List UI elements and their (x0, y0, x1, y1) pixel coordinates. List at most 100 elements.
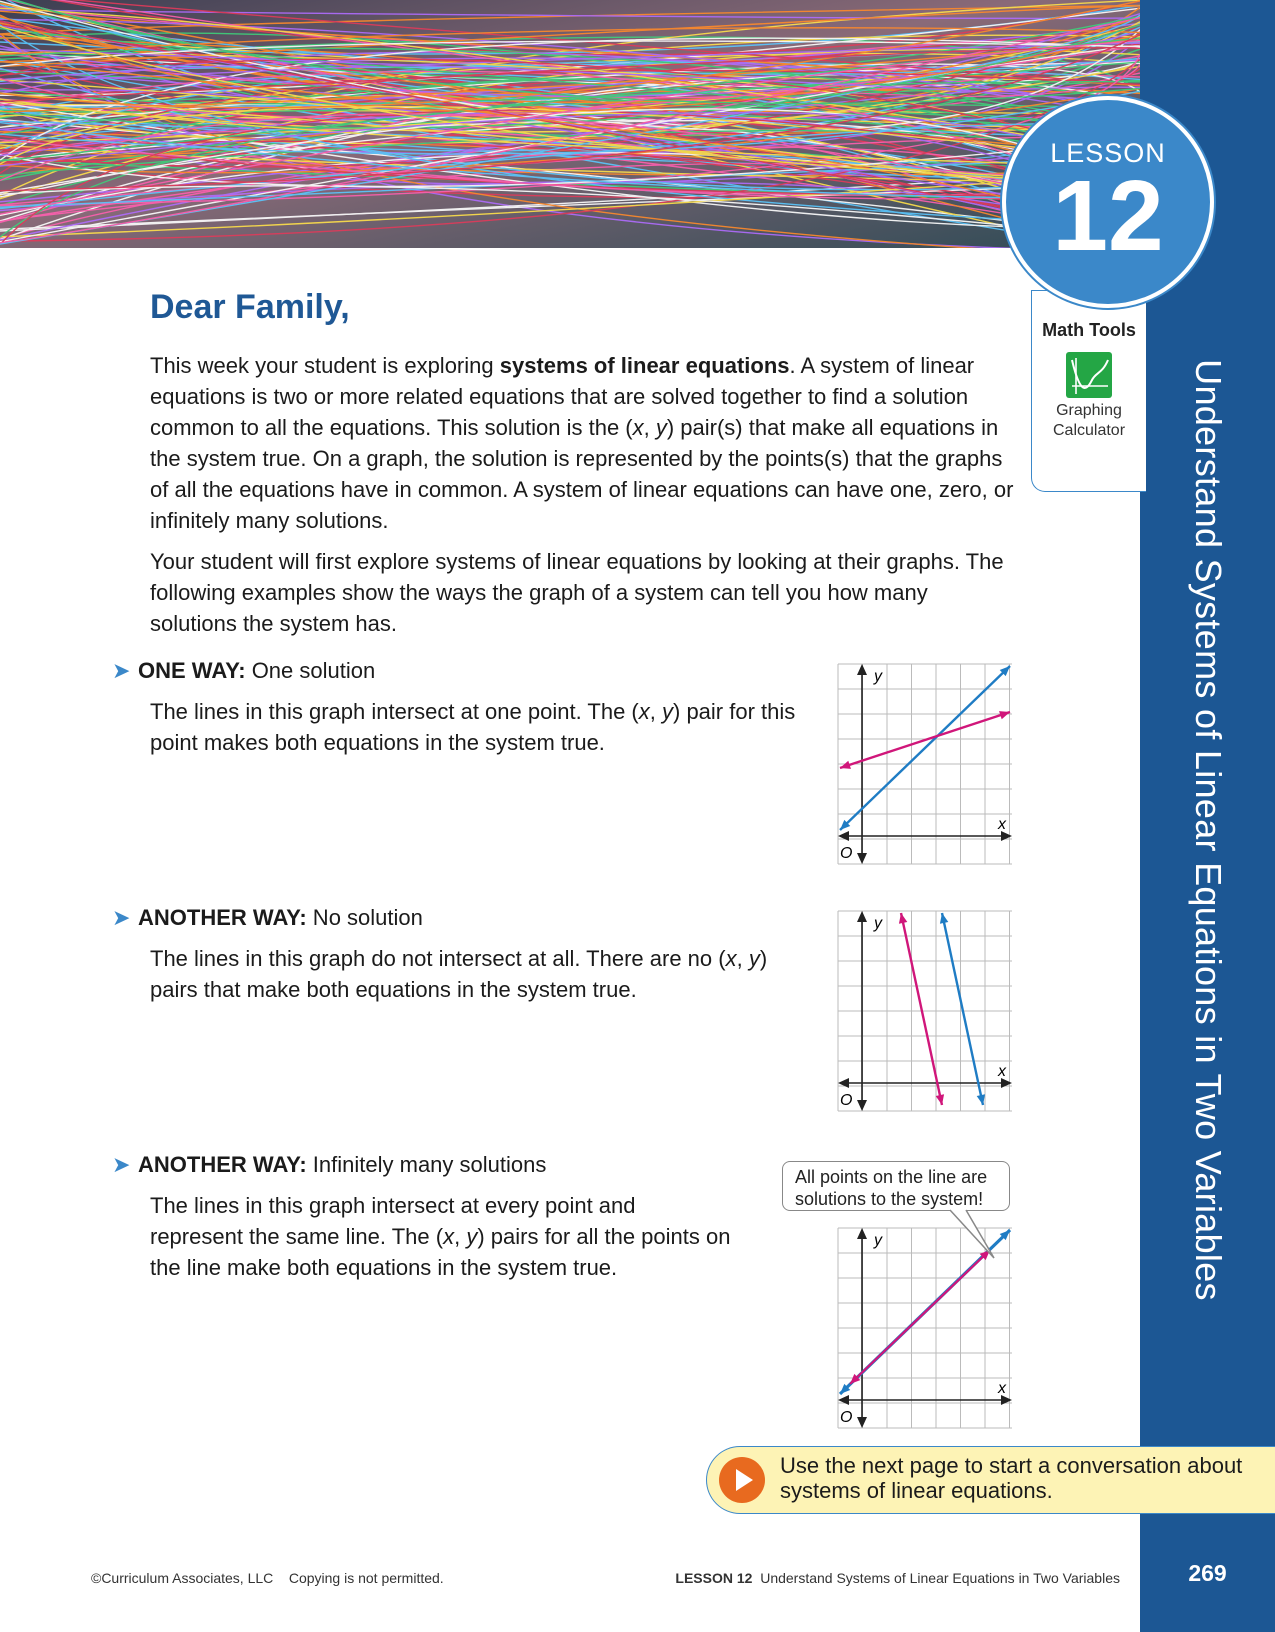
arrowhead (840, 819, 851, 830)
arrowhead (999, 711, 1010, 720)
hero-thread (0, 37, 1140, 162)
graph-one-solution: y x O (837, 663, 1012, 865)
axis-arrowhead (1001, 1078, 1012, 1088)
hero-thread (0, 23, 1140, 144)
magenta-line (899, 912, 944, 1106)
example-infinite-solutions: ➤ ANOTHER WAY: Infinitely many solutions … (112, 1150, 732, 1283)
axis-arrowhead (857, 1228, 867, 1239)
hero-thread (0, 0, 1140, 109)
example-no-solution: ➤ ANOTHER WAY: No solution The lines in t… (112, 903, 812, 1005)
hero-thread (0, 113, 1140, 213)
hero-thread (0, 88, 1140, 174)
footer-copyright: ©Curriculum Associates, LLC Copying is n… (91, 1570, 444, 1586)
origin-label: O (840, 1092, 852, 1109)
greeting-heading: Dear Family, (150, 288, 350, 326)
x-axis-label: x (997, 1380, 1007, 1397)
hero-thread (0, 39, 1140, 215)
arrowhead (898, 913, 908, 924)
hero-thread (0, 40, 1140, 67)
arrow-icon: ➤ (112, 905, 131, 930)
callout-bubble: All points on the line are solutions to … (782, 1161, 1010, 1211)
axis-arrowhead (838, 1078, 849, 1088)
example-text: The lines in this graph intersect at eve… (150, 1193, 731, 1280)
arrowhead (935, 1094, 945, 1105)
example-one-solution: ➤ ONE WAY: One solution The lines in this… (112, 656, 812, 758)
arrowhead (999, 666, 1010, 677)
callout-pointer (949, 1209, 995, 1259)
axis-arrowhead (1001, 1395, 1012, 1405)
arrow-icon: ➤ (112, 1152, 131, 1177)
magenta-line (839, 710, 1011, 770)
hero-thread (0, 47, 1140, 130)
key-term: systems of linear equations (499, 353, 790, 378)
math-tools-panel: Math Tools Graphing Calculator (1031, 290, 1146, 492)
prompt-text: Use the next page to start a conversatio… (780, 1453, 1243, 1503)
hero-thread (0, 34, 1140, 192)
lesson-word: LESSON (1050, 138, 1166, 168)
hero-thread (0, 14, 1140, 245)
hero-thread (0, 98, 1140, 168)
math-tools-title: Math Tools (1042, 320, 1136, 340)
hero-thread (0, 5, 1140, 68)
origin-label: O (840, 845, 852, 862)
x-axis-label: x (997, 816, 1007, 833)
arrowhead (939, 913, 949, 924)
graphing-calculator-icon[interactable] (1066, 352, 1112, 398)
origin-label: O (840, 1409, 852, 1426)
hero-thread (0, 32, 979, 248)
y-axis-label: y (873, 668, 883, 685)
page-number: 269 (1188, 1560, 1227, 1586)
lesson-number: 12 (1052, 160, 1164, 272)
lesson-title-vertical: Understand Systems of Linear Equations i… (1188, 359, 1229, 1301)
hero-thread (0, 90, 1140, 155)
arrowhead (979, 1250, 990, 1261)
hero-thread (0, 4, 1140, 35)
hero-thread (0, 7, 1140, 154)
blue-line (940, 912, 985, 1106)
hero-thread (0, 45, 1140, 119)
hero-thread (0, 121, 1140, 200)
axis-arrowhead (857, 911, 867, 922)
hero-thread (0, 27, 1140, 56)
lesson-badge: LESSON 12 (1002, 96, 1214, 308)
footer-lesson: LESSON 12 Understand Systems of Linear E… (675, 1570, 1120, 1586)
example-text: The lines in this graph do not intersect… (150, 946, 768, 1002)
example-text: The lines in this graph intersect at one… (150, 699, 796, 755)
hero-thread (0, 25, 1140, 185)
axis-arrowhead (838, 1395, 849, 1405)
grid (837, 663, 1012, 865)
axis-arrowhead (1001, 831, 1012, 841)
hero-thread (66, 0, 1140, 86)
axis-arrowhead (838, 831, 849, 841)
hero-thread (0, 17, 1140, 244)
hero-thread (0, 27, 1140, 128)
graph-no-solution: y x O (837, 910, 1012, 1112)
conversation-prompt[interactable]: Use the next page to start a conversatio… (706, 1446, 1275, 1514)
y-axis-label: y (873, 1232, 883, 1249)
axis-arrowhead (857, 1417, 867, 1428)
axis-arrowhead (857, 664, 867, 675)
play-icon[interactable] (719, 1457, 765, 1503)
x-axis-label: x (997, 1063, 1007, 1080)
y-axis-label: y (873, 915, 883, 932)
hero-thread (0, 47, 1140, 103)
axis-arrowhead (857, 1100, 867, 1111)
arrowhead (840, 1383, 851, 1394)
arrowhead (999, 1230, 1010, 1241)
intro-paragraph: This week your student is exploring syst… (150, 353, 1014, 533)
grid (837, 910, 1012, 1112)
hero-thread (10, 0, 1140, 105)
blue-line (839, 665, 1011, 831)
arrowhead (840, 760, 851, 769)
axis-arrowhead (857, 853, 867, 864)
second-paragraph: Your student will first explore systems … (150, 549, 1004, 636)
graph-infinite-solutions: y x O (837, 1227, 1012, 1429)
magenta-line (849, 1249, 991, 1385)
hero-thread (0, 2, 1120, 248)
hero-thread (0, 105, 1140, 165)
graphing-calculator-label: Graphing Calculator (1052, 402, 1126, 439)
hero-thread (0, 24, 1140, 129)
hero-thread (0, 16, 1140, 104)
hero-image (0, 0, 1140, 248)
hero-thread (0, 45, 1140, 193)
